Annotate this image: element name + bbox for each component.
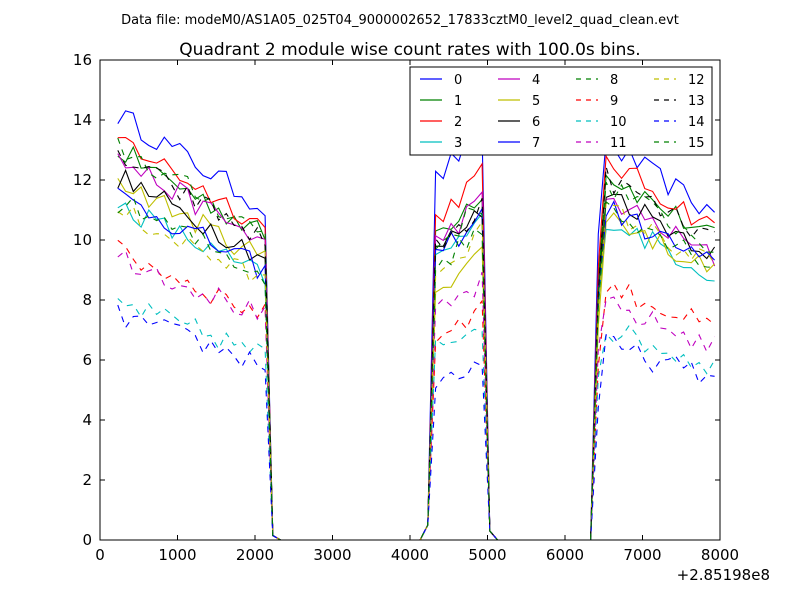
legend-label-14: 14 [688, 115, 705, 130]
series-line-9 [117, 239, 715, 540]
x-tick-label: 7000 [623, 546, 661, 564]
y-tick-label: 2 [82, 471, 92, 489]
y-tick-label: 0 [82, 531, 92, 549]
chart-title: Quadrant 2 module wise count rates with … [179, 40, 640, 60]
x-tick-label: 6000 [546, 546, 584, 564]
legend-label-4: 4 [532, 73, 540, 88]
legend-box [409, 66, 713, 156]
legend-label-3: 3 [454, 136, 462, 151]
legend-label-7: 7 [532, 136, 540, 151]
x-tick-label: 3000 [313, 546, 351, 564]
series-line-2 [117, 136, 715, 540]
plot-area: 0 1000 2000 3000 4000 5000 6000 7000 80000246810… [73, 51, 739, 564]
y-tick-label: 4 [82, 411, 92, 429]
series-line-7 [117, 187, 715, 540]
x-tick-label: 0 [95, 546, 105, 564]
x-offset-label: +2.85198e8 [677, 566, 770, 584]
x-tick-label: 1000 [158, 546, 196, 564]
series-line-15 [117, 196, 715, 540]
legend-label-5: 5 [532, 94, 540, 109]
series-line-10 [117, 298, 716, 540]
series-line-14 [117, 304, 715, 540]
series-line-1 [117, 145, 715, 540]
legend-label-15: 15 [688, 136, 705, 151]
x-tick-label: 8000 [701, 546, 739, 564]
series-line-8 [117, 137, 715, 540]
series-line-12 [117, 202, 716, 540]
y-tick-label: 12 [73, 171, 92, 189]
y-tick-label: 8 [82, 291, 92, 309]
series-lines [117, 110, 716, 540]
series-line-5 [117, 178, 715, 540]
y-tick-label: 10 [73, 231, 92, 249]
legend-label-10: 10 [610, 115, 627, 130]
legend-label-9: 9 [610, 94, 618, 109]
legend-label-12: 12 [688, 73, 705, 88]
figure-suptitle: Data file: modeM0/AS1A05_025T04_90000026… [121, 13, 679, 28]
series-line-3 [117, 202, 715, 540]
y-tick-label: 16 [73, 51, 92, 69]
series-line-11 [117, 249, 716, 540]
series-line-4 [117, 153, 716, 540]
legend-label-0: 0 [454, 73, 462, 88]
x-tick-label: 5000 [468, 546, 506, 564]
legend-label-8: 8 [610, 73, 618, 88]
y-tick-label: 14 [73, 111, 92, 129]
x-tick-label: 4000 [391, 546, 429, 564]
y-tick-label: 6 [82, 351, 92, 369]
x-tick-label: 2000 [236, 546, 274, 564]
series-line-13 [117, 150, 715, 540]
legend-label-6: 6 [532, 115, 540, 130]
series-line-6 [117, 168, 716, 540]
legend-label-13: 13 [688, 94, 705, 109]
series-line-0 [117, 110, 715, 540]
legend-label-11: 11 [610, 136, 627, 151]
legend-label-1: 1 [454, 94, 462, 109]
legend-label-2: 2 [454, 115, 462, 130]
